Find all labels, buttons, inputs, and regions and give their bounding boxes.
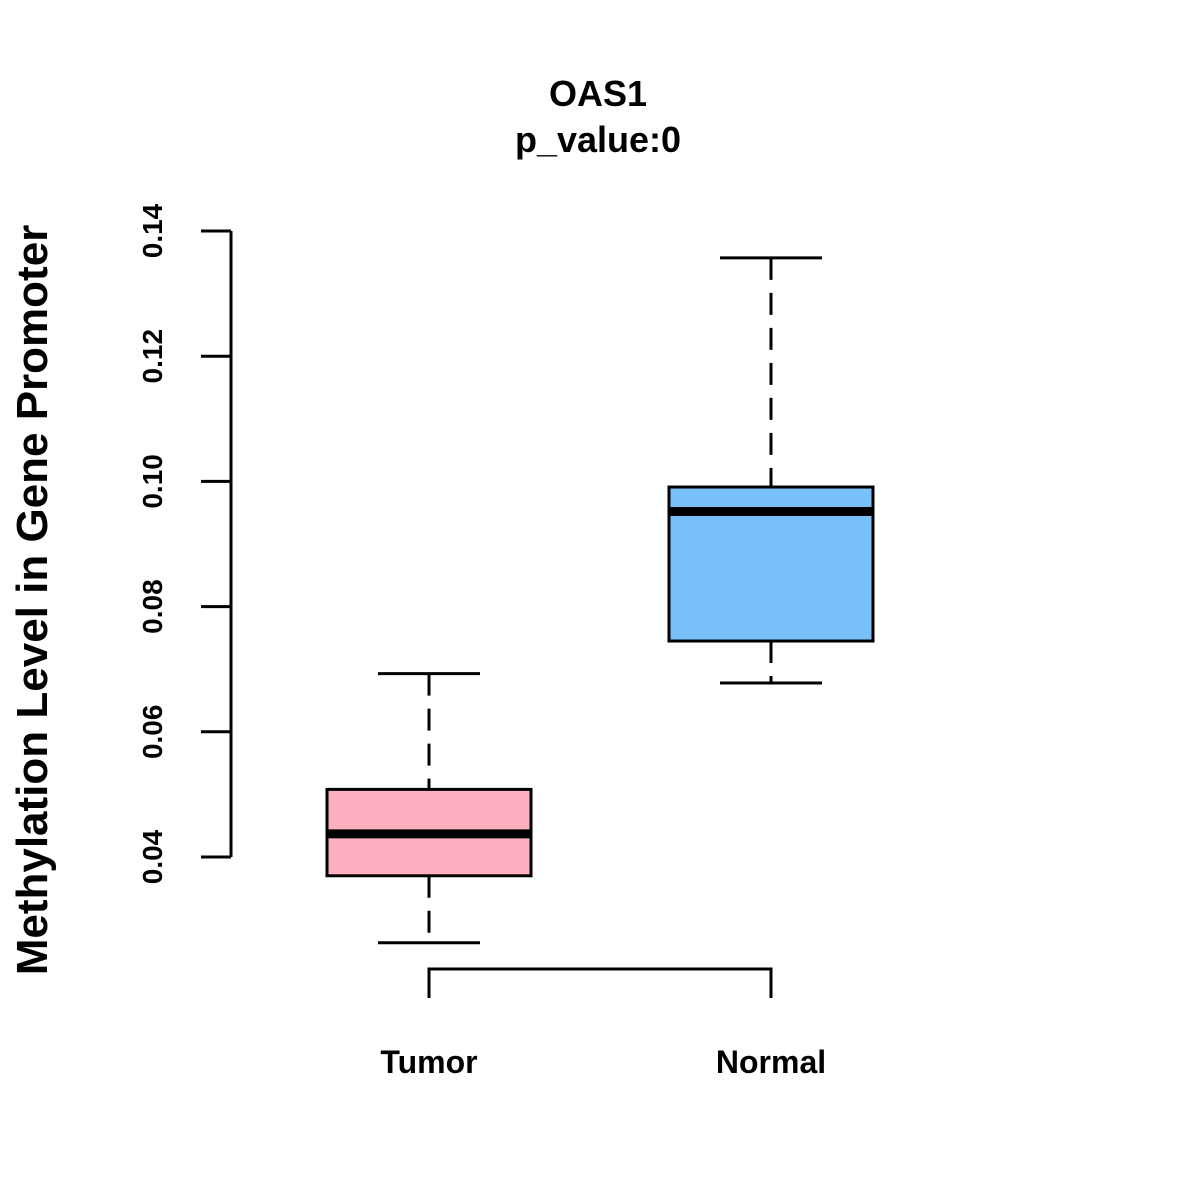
bracket-line bbox=[427, 967, 773, 998]
box-tumor bbox=[325, 672, 533, 945]
y-axis: 0.04 0.06 0.08 0.10 0.12 0.14 bbox=[137, 203, 233, 884]
y-tick-label: 0.12 bbox=[137, 329, 168, 384]
chart-title: OAS1 bbox=[549, 73, 647, 114]
chart-subtitle: p_value:0 bbox=[515, 119, 681, 160]
y-tick-label: 0.14 bbox=[137, 203, 168, 258]
y-tick-label: 0.10 bbox=[137, 454, 168, 509]
y-tick-label: 0.06 bbox=[137, 705, 168, 760]
x-tick-label: Normal bbox=[716, 1044, 826, 1080]
y-tick-label: 0.04 bbox=[137, 829, 168, 884]
boxes bbox=[325, 256, 875, 945]
x-axis-labels: Tumor Normal bbox=[380, 1044, 826, 1080]
y-axis-label: Methylation Level in Gene Promoter bbox=[8, 225, 57, 976]
box-normal bbox=[667, 256, 875, 685]
comparison-bracket bbox=[427, 967, 773, 998]
y-tick-label: 0.08 bbox=[137, 579, 168, 634]
x-tick-label: Tumor bbox=[380, 1044, 477, 1080]
